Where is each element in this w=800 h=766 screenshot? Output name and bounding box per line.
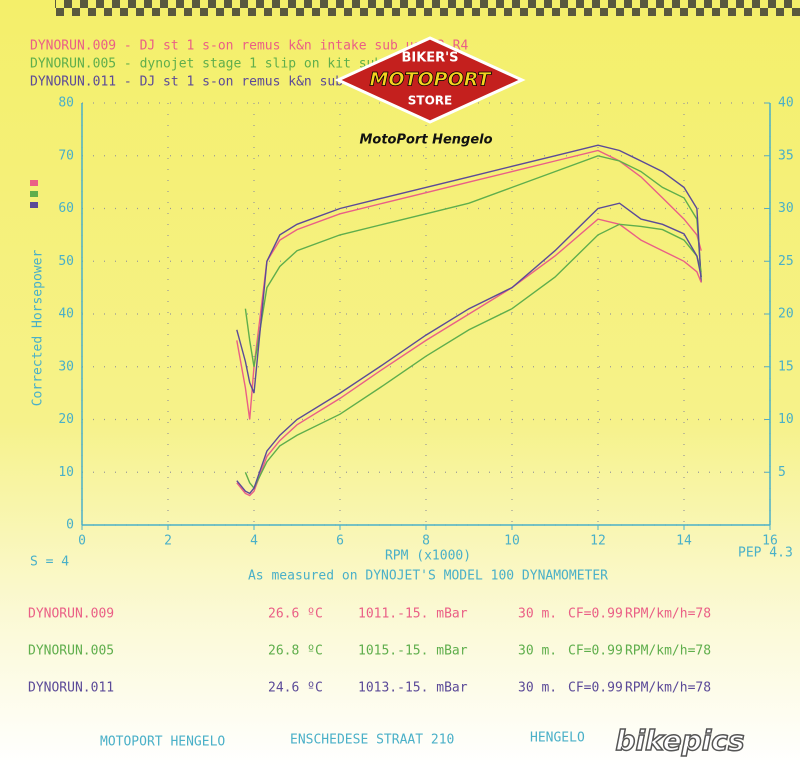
x-tick-label: 6 (336, 534, 344, 549)
series-line (236, 149, 702, 420)
run-cf: CF=0.99 (568, 607, 623, 622)
series-line (236, 218, 702, 497)
run-ratio: RPM/km/h=78 (625, 607, 711, 622)
footer-street: ENSCHEDESE STRAAT 210 (290, 733, 454, 748)
y-tick-label: 10 (58, 465, 74, 480)
y-tick-label: 0 (66, 518, 74, 533)
logo-top: BIKER'S (401, 51, 458, 66)
run-swatch (30, 180, 38, 186)
logo-shape (334, 36, 526, 124)
series-line (236, 202, 702, 495)
run-pressure: 1013.-15. mBar (358, 681, 468, 696)
logo-caption: MotoPort Hengelo (359, 133, 492, 148)
y2-tick-label: 15 (778, 359, 794, 374)
x-tick-label: 4 (250, 534, 258, 549)
note: As measured on DYNOJET'S MODEL 100 DYNAM… (248, 569, 608, 584)
x-tick-label: 2 (164, 534, 172, 549)
legend-entry: DYNORUN.011 - DJ st 1 s-on remus k&n sub… (30, 75, 398, 90)
y2-tick-label: 10 (778, 412, 794, 427)
y2-tick-label: 20 (778, 307, 794, 322)
smoothing: S = 4 (30, 555, 69, 570)
x-tick-label: 0 (78, 534, 86, 549)
x-tick-label: 14 (676, 534, 692, 549)
run-cf: CF=0.99 (568, 644, 623, 659)
run-temp: 26.6 ºC (268, 607, 323, 622)
x-tick-label: 16 (762, 534, 778, 549)
run-id: DYNORUN.005 (28, 644, 114, 659)
run-temp: 24.6 ºC (268, 681, 323, 696)
series-line (244, 155, 702, 367)
y-tick-label: 60 (58, 201, 74, 216)
plot-area: 0 2 4 6 8 10 12 14 16 0 10 20 30 40 50 60 70 80 5 10 15 20 25 3… (31, 96, 794, 564)
y-tick-label: 30 (58, 359, 74, 374)
footer-city: HENGELO (530, 731, 585, 746)
run-time: 30 m. (518, 681, 557, 696)
run-temp: 26.8 ºC (268, 644, 323, 659)
x-tick-label: 10 (504, 534, 520, 549)
run-id: DYNORUN.009 (28, 607, 114, 622)
legend-entry: DYNORUN.009 - DJ st 1 s-on remus k&n int… (30, 39, 468, 54)
logo: BIKER'S MOTOPORT STORE MotoPort Hengelo (334, 36, 526, 148)
y-tick-label: 50 (58, 254, 74, 269)
y-tick-label: 80 (58, 96, 74, 111)
series-line (236, 144, 702, 394)
x-tick-label: 12 (590, 534, 606, 549)
x-tick-label: 8 (422, 534, 430, 549)
y-axis-label: Corrected Horsepower (31, 250, 46, 407)
pep: PEP 4.3 (738, 546, 793, 561)
y2-tick-label: 25 (778, 254, 794, 269)
y2-tick-label: 35 (778, 148, 794, 163)
checker-border (55, 0, 800, 16)
run-time: 30 m. (518, 644, 557, 659)
logo-middle: MOTOPORT (370, 69, 493, 91)
x-axis-label: RPM (x1000) (385, 549, 471, 564)
logo-bottom: STORE (408, 94, 452, 108)
run-id: DYNORUN.011 (28, 681, 114, 696)
run-swatch (30, 191, 38, 197)
series-line (244, 223, 702, 490)
run-ratio: RPM/km/h=78 (625, 644, 711, 659)
legend-entry: DYNORUN.005 - dynojet stage 1 slip on ki… (30, 57, 453, 72)
y-tick-label: 20 (58, 412, 74, 427)
run-pressure: 1015.-15. mBar (358, 644, 468, 659)
run-swatch (30, 202, 38, 208)
y2-tick-label: 40 (778, 96, 794, 111)
run-cf: CF=0.99 (568, 681, 623, 696)
watermark: bikepics (615, 724, 744, 757)
footer-name: MOTOPORT HENGELO (100, 735, 225, 750)
run-pressure: 1011.-15. mBar (358, 607, 468, 622)
run-ratio: RPM/km/h=78 (625, 681, 711, 696)
y2-tick-label: 5 (778, 465, 786, 480)
run-time: 30 m. (518, 607, 557, 622)
y2-tick-label: 30 (778, 201, 794, 216)
y-tick-label: 70 (58, 148, 74, 163)
y-tick-label: 40 (58, 307, 74, 322)
